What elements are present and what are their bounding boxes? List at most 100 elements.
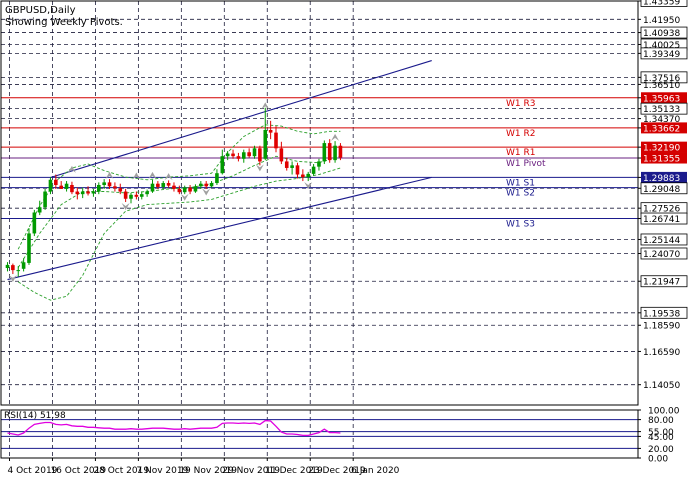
candle (102, 179, 106, 189)
candle (193, 184, 198, 193)
rsi-title: RSI(14) 51.98 (4, 411, 66, 421)
candle (182, 185, 187, 195)
time-label: 4 Oct 2019 (8, 466, 58, 476)
candle-body (59, 185, 63, 189)
candle-body (129, 194, 133, 199)
price-label: 1.25144 (643, 236, 680, 246)
time-label: 23 Dec 2019 (308, 466, 366, 476)
candle-body (37, 207, 42, 213)
candle-body (96, 184, 101, 192)
price-box (640, 275, 688, 288)
fractal-up-arrow (148, 171, 157, 179)
price-marker (641, 152, 687, 164)
channel-line-lower (7, 176, 432, 281)
candle (16, 266, 21, 277)
time-label: 19 Nov 2019 (179, 466, 237, 476)
candle (21, 258, 26, 272)
chart-frame (0, 0, 639, 459)
fractal-up-arrow (164, 173, 173, 181)
fractal-down-arrow (304, 181, 313, 189)
price-box (640, 306, 688, 319)
price-label: 1.31355 (643, 155, 680, 165)
candle (80, 187, 85, 199)
candle-body (172, 185, 176, 189)
candle (123, 188, 128, 203)
candle-body (64, 183, 69, 189)
time-label: 7 Nov 2019 (136, 466, 188, 476)
candle-body (204, 183, 208, 187)
price-label: 1.43359 (643, 0, 680, 8)
candle (209, 181, 214, 188)
candle (64, 181, 69, 192)
price-label: 1.40025 (643, 41, 680, 51)
candle (48, 177, 53, 195)
candle (75, 187, 80, 200)
candle (91, 188, 96, 197)
candle (268, 120, 273, 140)
fractal-down-arrow (255, 164, 264, 172)
candle (247, 148, 251, 158)
candle-body (177, 188, 182, 193)
candle-body (263, 129, 268, 159)
price-label: 1.19538 (643, 309, 680, 319)
candle-body (306, 173, 311, 178)
price-label: 1.35133 (643, 105, 680, 115)
candle-body (86, 191, 90, 194)
price-box (640, 233, 688, 246)
candle (32, 209, 37, 237)
candle (129, 192, 133, 204)
candle-body (43, 191, 47, 208)
candle (96, 182, 101, 195)
candle (220, 149, 225, 175)
price-box (640, 247, 688, 260)
candle-body (139, 194, 144, 197)
time-label: 16 Oct 2019 (50, 466, 106, 476)
candle (107, 179, 112, 189)
rsi-tick-label: 100.00 (648, 407, 680, 417)
pivot-label: W1 Pivot (506, 159, 546, 169)
candles (5, 107, 343, 277)
price-label: 1.41950 (643, 16, 680, 26)
candle-body (247, 152, 251, 157)
candle-body (322, 143, 327, 162)
price-label: 1.26741 (643, 215, 680, 225)
candle (279, 141, 284, 165)
candle (322, 140, 327, 165)
candle-body (150, 183, 155, 192)
candle (317, 158, 321, 171)
candle-body (327, 143, 332, 161)
candle (284, 157, 289, 171)
candle (231, 149, 235, 159)
candle (27, 228, 31, 265)
candle-body (317, 161, 321, 167)
candle-body (113, 186, 117, 189)
fractals (8, 102, 340, 282)
price-label: 1.27526 (643, 205, 680, 215)
candle-body (182, 187, 187, 193)
price-label: 1.29048 (643, 185, 680, 195)
candle (134, 191, 139, 200)
pivot-label: W1 R3 (506, 99, 535, 109)
candle-body (215, 173, 219, 184)
envelope-lines (17, 124, 341, 301)
time-label: 6 Jan 2020 (351, 466, 399, 476)
candle-body (290, 165, 294, 168)
candle-body (241, 152, 246, 159)
rsi-tick-label: 80.00 (648, 416, 674, 426)
candle-body (225, 153, 230, 157)
candle-body (231, 153, 235, 157)
candle (199, 181, 203, 189)
candle-body (75, 191, 80, 195)
candle-body (188, 187, 192, 192)
candle (295, 162, 300, 179)
candle (290, 161, 294, 175)
price-box (640, 102, 688, 115)
candle (118, 183, 123, 195)
pivot-lines (1, 97, 638, 220)
price-label: 1.32190 (643, 144, 680, 154)
candle-body (279, 148, 284, 162)
candle-body (118, 188, 123, 192)
price-box (640, 0, 688, 7)
